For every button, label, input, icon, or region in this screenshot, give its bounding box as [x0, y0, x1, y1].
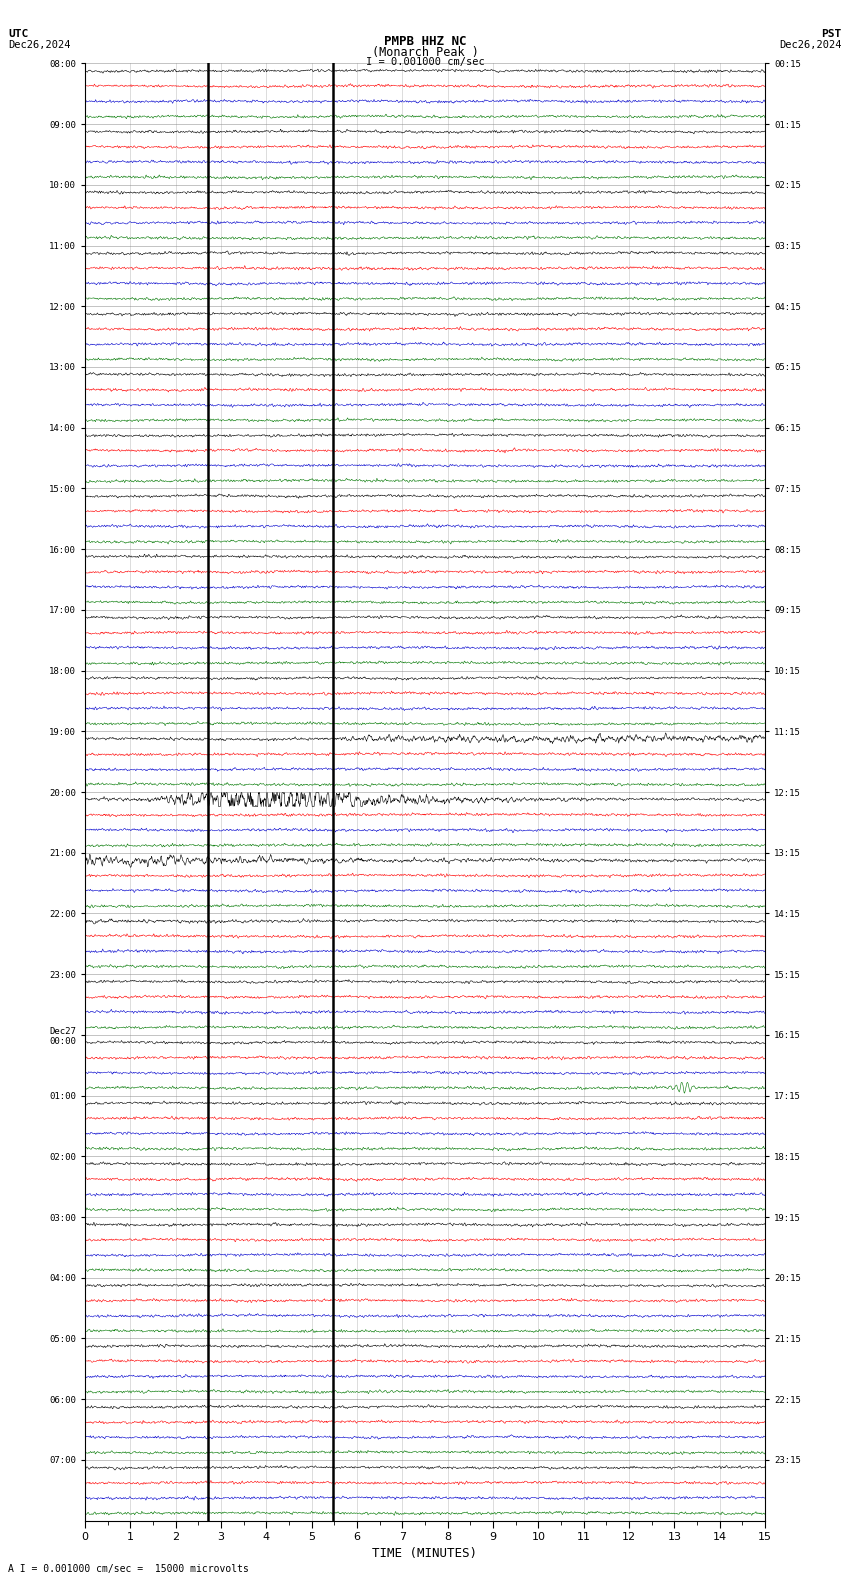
Text: PST: PST [821, 29, 842, 38]
Text: PMPB HHZ NC: PMPB HHZ NC [383, 35, 467, 48]
Text: Dec26,2024: Dec26,2024 [779, 40, 842, 49]
Text: I = 0.001000 cm/sec: I = 0.001000 cm/sec [366, 57, 484, 67]
Text: Dec26,2024: Dec26,2024 [8, 40, 71, 49]
Text: A I = 0.001000 cm/sec =  15000 microvolts: A I = 0.001000 cm/sec = 15000 microvolts [8, 1565, 249, 1574]
X-axis label: TIME (MINUTES): TIME (MINUTES) [372, 1546, 478, 1560]
Text: UTC: UTC [8, 29, 29, 38]
Text: (Monarch Peak ): (Monarch Peak ) [371, 46, 479, 59]
